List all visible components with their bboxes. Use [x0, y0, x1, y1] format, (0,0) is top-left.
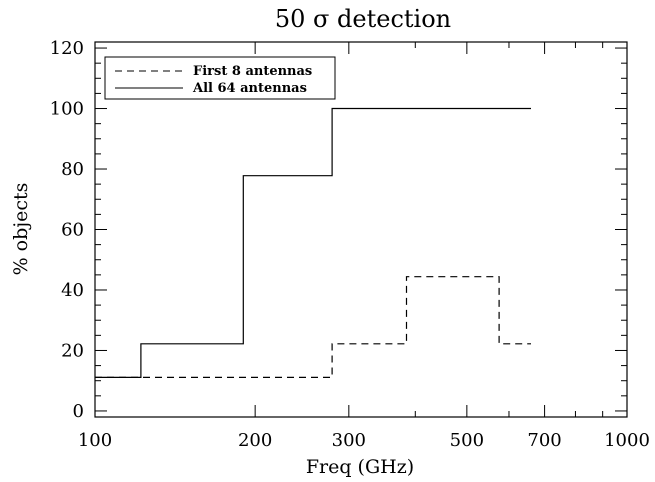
x-tick-labels: 100 200 300 500 700 1000 — [78, 430, 650, 451]
legend: First 8 antennas All 64 antennas — [104, 56, 336, 100]
x-tick-label: 200 — [238, 430, 272, 451]
x-tick-label: 500 — [450, 430, 484, 451]
x-tick-label: 300 — [332, 430, 366, 451]
legend-box — [104, 56, 336, 100]
y-tick-label: 120 — [50, 38, 84, 59]
y-tick-label: 20 — [61, 340, 84, 361]
series-line-first-8-antennas — [95, 276, 531, 378]
y-tick-label: 100 — [50, 99, 84, 120]
y-tick-labels: 0 20 40 60 80 100 120 — [50, 38, 84, 422]
y-tick-label: 40 — [61, 280, 84, 301]
y-tick-label: 80 — [61, 159, 84, 180]
chart-title: 50 σ detection — [275, 5, 451, 33]
x-tick-label: 100 — [78, 430, 112, 451]
legend-label-all-64: All 64 antennas — [192, 81, 307, 96]
series-layer — [95, 107, 531, 378]
plot-frame — [94, 41, 628, 418]
legend-label-first-8: First 8 antennas — [193, 64, 312, 79]
series-line-all-64-antennas — [95, 107, 531, 378]
x-axis-label: Freq (GHz) — [306, 456, 414, 478]
x-tick-label: 1000 — [604, 430, 650, 451]
y-tick-label: 0 — [73, 401, 84, 422]
y-axis-label: % objects — [10, 183, 32, 276]
y-tick-label: 60 — [61, 220, 84, 241]
x-tick-label: 700 — [527, 430, 561, 451]
